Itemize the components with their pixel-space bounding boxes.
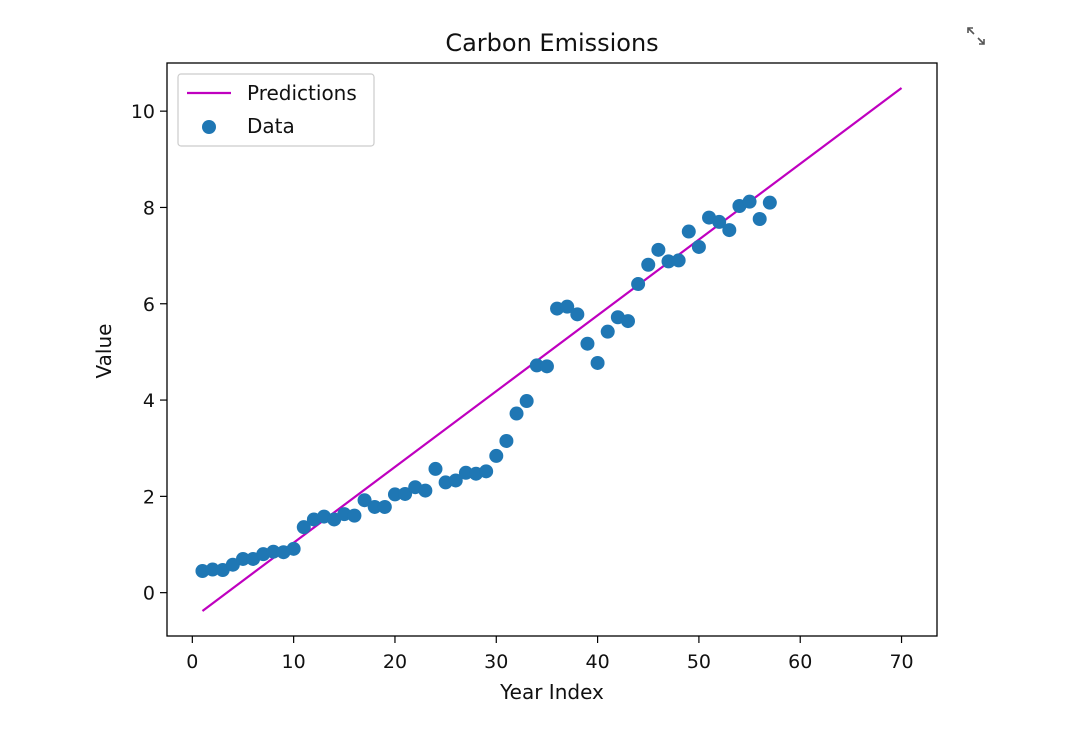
data-point <box>742 194 757 209</box>
data-point <box>671 253 686 268</box>
x-tick-label: 50 <box>687 651 711 673</box>
data-point <box>722 223 737 238</box>
x-axis-ticks: 0 10 20 30 40 50 60 70 <box>186 636 914 673</box>
x-tick-label: 20 <box>383 651 407 673</box>
data-point <box>377 499 392 514</box>
data-point <box>539 359 554 374</box>
data-point <box>296 520 311 535</box>
expand-button[interactable] <box>962 22 990 50</box>
x-tick-label: 70 <box>889 651 913 673</box>
x-tick-label: 40 <box>585 651 609 673</box>
y-tick-label: 8 <box>143 197 155 219</box>
data-point <box>620 314 635 329</box>
data-point <box>712 214 727 229</box>
y-tick-label: 2 <box>143 486 155 508</box>
data-point <box>651 242 666 257</box>
data-point <box>519 394 534 409</box>
data-point <box>357 493 372 508</box>
data-point <box>560 299 575 314</box>
data-point <box>580 336 595 351</box>
plot-area <box>195 87 903 612</box>
plot-frame <box>166 62 938 637</box>
data-point <box>661 254 676 269</box>
data-point <box>691 239 706 254</box>
y-tick-label: 0 <box>143 583 155 605</box>
data-point <box>418 483 433 498</box>
x-tick-label: 30 <box>484 651 508 673</box>
data-point <box>266 544 281 559</box>
data-point <box>458 465 473 480</box>
chart-title: Carbon Emissions <box>445 29 658 57</box>
data-point <box>489 448 504 463</box>
data-point <box>631 277 646 292</box>
legend: Predictions Data <box>177 73 375 147</box>
data-point <box>479 464 494 479</box>
y-axis-ticks: 0 2 4 6 8 10 <box>131 101 167 605</box>
data-point <box>681 224 696 239</box>
x-tick-label: 0 <box>186 651 198 673</box>
expand-arrows-icon <box>967 27 985 45</box>
data-point <box>529 358 544 373</box>
legend-data-swatch <box>202 120 216 134</box>
data-point <box>509 406 524 421</box>
data-point <box>286 541 301 556</box>
data-point <box>225 557 240 572</box>
data-point <box>398 486 413 501</box>
y-tick-label: 4 <box>143 390 155 412</box>
data-point <box>570 307 585 322</box>
data-point <box>499 433 514 448</box>
data-point <box>428 461 443 476</box>
data-point <box>367 499 382 514</box>
data-point <box>762 195 777 210</box>
data-point <box>590 355 605 370</box>
legend-data-label: Data <box>247 114 295 138</box>
data-point <box>448 473 463 488</box>
data-point <box>600 324 615 339</box>
data-point <box>752 212 767 227</box>
legend-predictions-label: Predictions <box>247 81 357 105</box>
x-tick-label: 10 <box>282 651 306 673</box>
data-point <box>235 551 250 566</box>
data-point <box>347 508 362 523</box>
y-tick-label: 10 <box>131 101 155 123</box>
data-point <box>205 562 220 577</box>
data-point <box>641 257 656 272</box>
x-tick-label: 60 <box>788 651 812 673</box>
y-axis-label: Value <box>92 324 116 379</box>
x-axis-label: Year Index <box>499 680 604 704</box>
data-point <box>387 487 402 502</box>
y-tick-label: 6 <box>143 294 155 316</box>
